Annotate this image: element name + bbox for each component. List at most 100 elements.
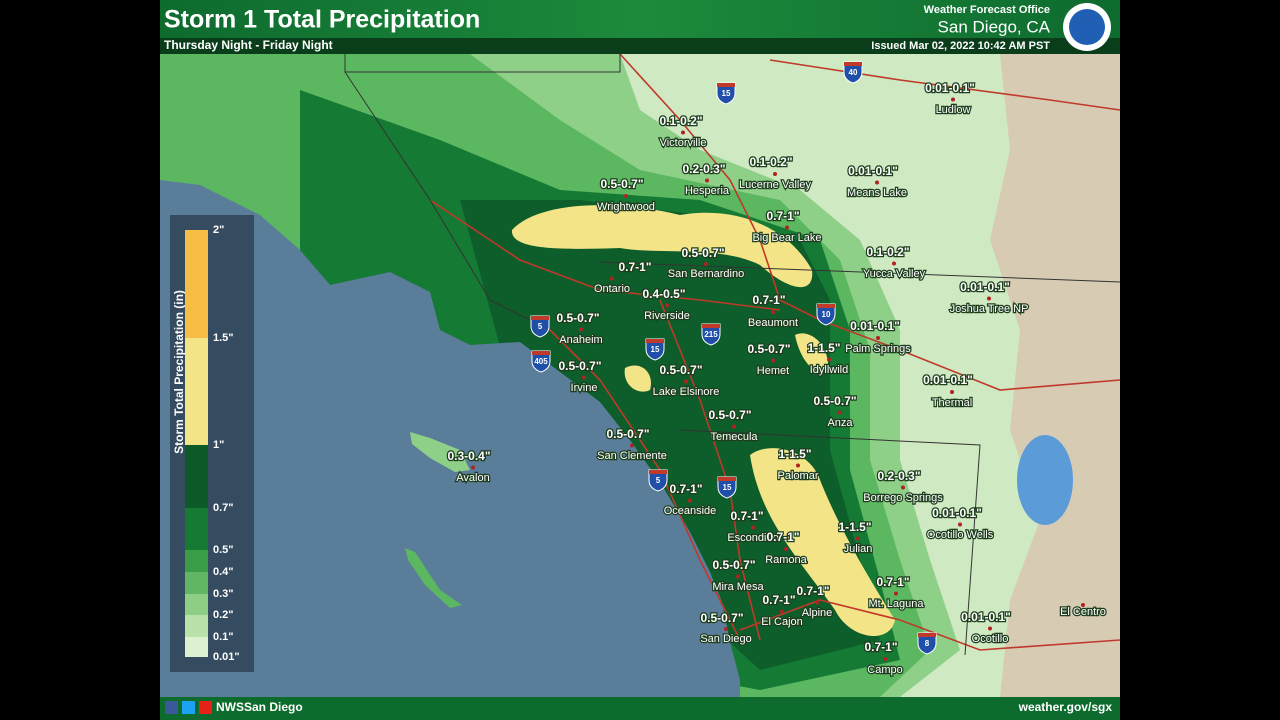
location-dot bbox=[724, 627, 728, 631]
location-name: Anaheim bbox=[559, 334, 602, 346]
location-dot bbox=[838, 410, 842, 415]
legend-swatch bbox=[185, 230, 208, 338]
location-dot bbox=[665, 303, 669, 308]
subtitle: Thursday Night - Friday Night bbox=[164, 38, 333, 52]
shield-top bbox=[844, 62, 862, 66]
precip-amount: 0.5-0.7" bbox=[606, 427, 649, 441]
legend-swatch bbox=[185, 637, 208, 657]
facebook-icon[interactable] bbox=[165, 701, 178, 714]
location-dot bbox=[630, 443, 634, 448]
shield-top bbox=[531, 316, 549, 320]
location-dot bbox=[732, 424, 736, 429]
heavy-area bbox=[795, 333, 829, 372]
location-name: Mira Mesa bbox=[712, 581, 764, 593]
social[interactable]: NWSSan Diego bbox=[216, 700, 303, 714]
precip-amount: 0.5-0.7" bbox=[712, 558, 755, 572]
shield-top bbox=[918, 633, 936, 637]
legend-swatch bbox=[185, 572, 208, 594]
precip-amount: 0.7-1" bbox=[796, 584, 829, 598]
location-name: Mt. Laguna bbox=[868, 598, 924, 610]
legend-tick-label: 1.5" bbox=[213, 332, 234, 344]
location-dot bbox=[875, 180, 879, 185]
shield bbox=[917, 632, 937, 655]
heavy-area bbox=[750, 448, 895, 637]
legend-tick-label: 0.3" bbox=[213, 588, 234, 600]
road bbox=[619, 53, 1121, 391]
precip-amount: 0.1-0.2" bbox=[659, 114, 702, 128]
location-name: Alpine bbox=[802, 607, 833, 619]
location-dot bbox=[988, 626, 992, 631]
legend-swatch bbox=[185, 594, 208, 615]
location-dot bbox=[883, 657, 887, 661]
legend-swatch bbox=[185, 615, 208, 637]
location-name: Victorville bbox=[660, 137, 707, 149]
legend: 2" 1.5" 1" 0.7" 0.5" 0.4" 0.3" 0.2" 0.1" 0.01" bbox=[185, 224, 240, 663]
precip-amount: 0.2-0.3" bbox=[877, 469, 920, 483]
location-name: Palm Springs bbox=[845, 343, 911, 355]
precip-amount: 0.2-0.3" bbox=[682, 162, 725, 176]
legend-tick-label: 2" bbox=[213, 224, 224, 236]
subtitle-bar bbox=[160, 38, 1120, 54]
precip-amount: 0.7-1" bbox=[766, 209, 799, 223]
location-dot bbox=[471, 465, 475, 470]
precip-amount: 0.4-0.5" bbox=[642, 287, 685, 301]
shield-number: 5 bbox=[656, 476, 661, 485]
legend-tick-label: 0.7" bbox=[213, 502, 234, 514]
location-dot bbox=[684, 379, 688, 384]
location-dot bbox=[892, 261, 896, 266]
shield bbox=[645, 338, 665, 361]
precip-amount: 0.01-0.1" bbox=[923, 373, 973, 387]
location-name: Riverside bbox=[644, 310, 690, 322]
precip-amount: 0.5-0.7" bbox=[659, 363, 702, 377]
precip-amount: 0.7-1" bbox=[876, 575, 909, 589]
precip-amount: 0.3-0.4" bbox=[447, 449, 490, 463]
shield-number: 15 bbox=[651, 345, 660, 354]
title: Storm 1 Total Precipitation bbox=[164, 6, 480, 34]
location-dot bbox=[582, 375, 586, 380]
twitter-icon[interactable] bbox=[182, 701, 195, 714]
location-dot bbox=[751, 525, 755, 530]
location-name: Lake Elsinore bbox=[653, 386, 720, 398]
shield-number: 15 bbox=[723, 483, 732, 492]
legend-tick-label: 0.5" bbox=[213, 544, 234, 556]
precip-amount: 0.7-1" bbox=[618, 260, 651, 274]
youtube-icon[interactable] bbox=[199, 701, 212, 714]
legend-tick-label: 0.01" bbox=[213, 651, 240, 663]
shield-number: 5 bbox=[538, 322, 543, 331]
location-name: Hemet bbox=[757, 365, 789, 377]
shield-top bbox=[649, 470, 667, 474]
shield-top bbox=[702, 324, 720, 328]
location-name: Borrego Springs bbox=[863, 492, 943, 504]
location-name: Lucerne Valley bbox=[739, 179, 811, 191]
location-dot bbox=[705, 178, 709, 183]
legend-title: Storm Total Precipitation (in) bbox=[172, 290, 186, 454]
location-name: Escondido bbox=[727, 532, 778, 544]
shield bbox=[716, 82, 736, 105]
location-name: Means Lake bbox=[847, 187, 907, 199]
location-dot bbox=[704, 262, 708, 266]
shield bbox=[717, 476, 737, 499]
shield bbox=[816, 303, 836, 326]
location-dot bbox=[785, 225, 789, 230]
location-dot bbox=[796, 463, 800, 468]
legend-tick-label: 0.2" bbox=[213, 609, 234, 621]
location-name: Ocotillo Wells bbox=[927, 529, 994, 541]
nws-logo-inner bbox=[1069, 9, 1105, 45]
salton-sea bbox=[1017, 435, 1073, 525]
location-name: El Centro bbox=[1060, 606, 1106, 618]
precip-amount: 0.7-1" bbox=[864, 640, 897, 654]
legend-swatch bbox=[185, 508, 208, 550]
url[interactable]: weather.gov/sgx bbox=[1018, 700, 1113, 714]
legend-swatch bbox=[185, 338, 208, 445]
location-name: Yucca Valley bbox=[863, 268, 926, 280]
location-name: Ludlow bbox=[936, 104, 971, 116]
location-name: San Diego bbox=[700, 633, 751, 645]
office-location: San Diego, CA bbox=[938, 17, 1051, 36]
location-name: Julian bbox=[844, 543, 873, 555]
location-name: Anza bbox=[827, 417, 853, 429]
precip-amount: 0.7-1" bbox=[762, 593, 795, 607]
shield bbox=[648, 469, 668, 492]
precip-amount: 0.01-0.1" bbox=[850, 319, 900, 333]
